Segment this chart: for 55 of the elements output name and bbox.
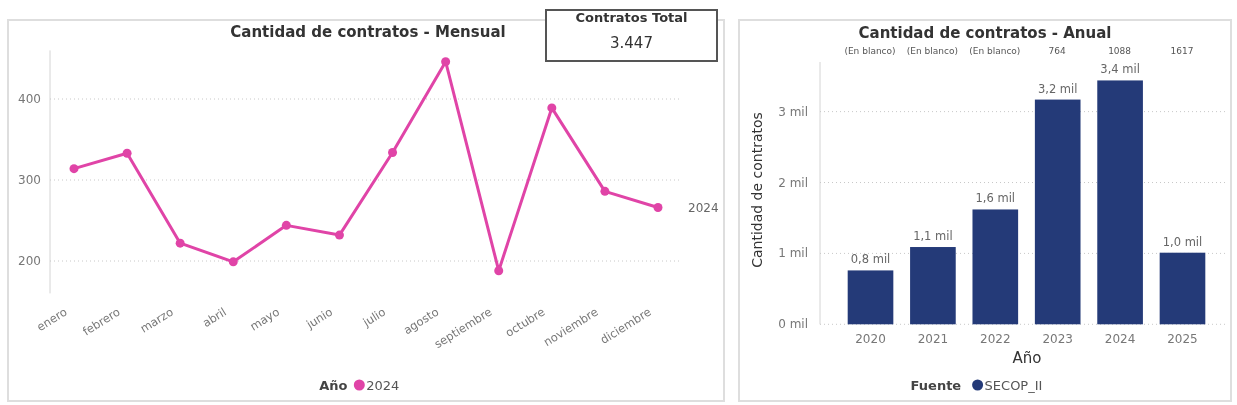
y-tick-label: 400 [18,92,41,106]
x-tick-label: 2020 [855,332,886,346]
data-label: 1,1 mil [913,229,953,244]
text: (En blanco) [906,46,958,56]
legend-label: 2024 [366,378,400,393]
bar [1034,99,1081,325]
point [441,57,451,67]
bar [1097,80,1143,325]
y-tick-label: 0 mil [778,317,808,332]
x-tick-label: 2023 [1042,332,1073,346]
data-label: 1,6 mil [975,191,1016,206]
point [334,230,344,240]
text: 1617 [1170,46,1194,56]
point [547,103,557,113]
x-tick-label: julio [359,304,389,330]
y-tick-label: 2 mil [778,175,808,190]
y-axis-title: Cantidad de contratos [749,112,765,268]
x-tick-label: 2024 [1104,332,1136,346]
text: Contratos Total [575,10,688,25]
bar [1159,252,1206,325]
point [388,147,398,157]
data-label: 3,4 mil [1100,62,1140,77]
annotation: 3.447 [610,34,653,52]
legend-title: Fuente [910,378,962,393]
x-tick-label: 2021 [917,332,949,346]
text: (En blanco) [844,46,896,56]
y-tick-label: 300 [18,173,41,187]
chart-title: Cantidad de contratos - Mensual [230,23,506,41]
point [600,186,610,196]
y-tick-label: 200 [18,254,41,268]
text: 764 [1048,46,1067,56]
data-label: 0,8 mil [850,252,891,267]
text: 1088 [1108,46,1132,56]
data-label: 1,0 mil [1162,234,1203,249]
point [494,266,504,276]
text: (En blanco) [969,46,1021,56]
point [175,238,185,248]
point [281,220,291,230]
y-tick-label: 3 mil [778,104,808,119]
legend-title: Año [319,378,348,393]
data-label: 3,2 mil [1037,81,1078,96]
point [653,203,663,213]
point [69,164,79,174]
legend-label: SECOP_II [984,378,1043,393]
point [122,148,132,158]
bar [972,209,1019,325]
point [228,257,238,267]
x-tick-label: 2022 [980,332,1011,346]
x-axis-title: Año [1012,349,1042,367]
y-tick-label: 1 mil [778,246,808,261]
x-tick-label: 2025 [1167,332,1198,346]
bar [910,247,956,325]
bar [847,270,894,325]
chart-title: Cantidad de contratos - Anual [858,24,1112,42]
text: 2024 [688,200,719,215]
